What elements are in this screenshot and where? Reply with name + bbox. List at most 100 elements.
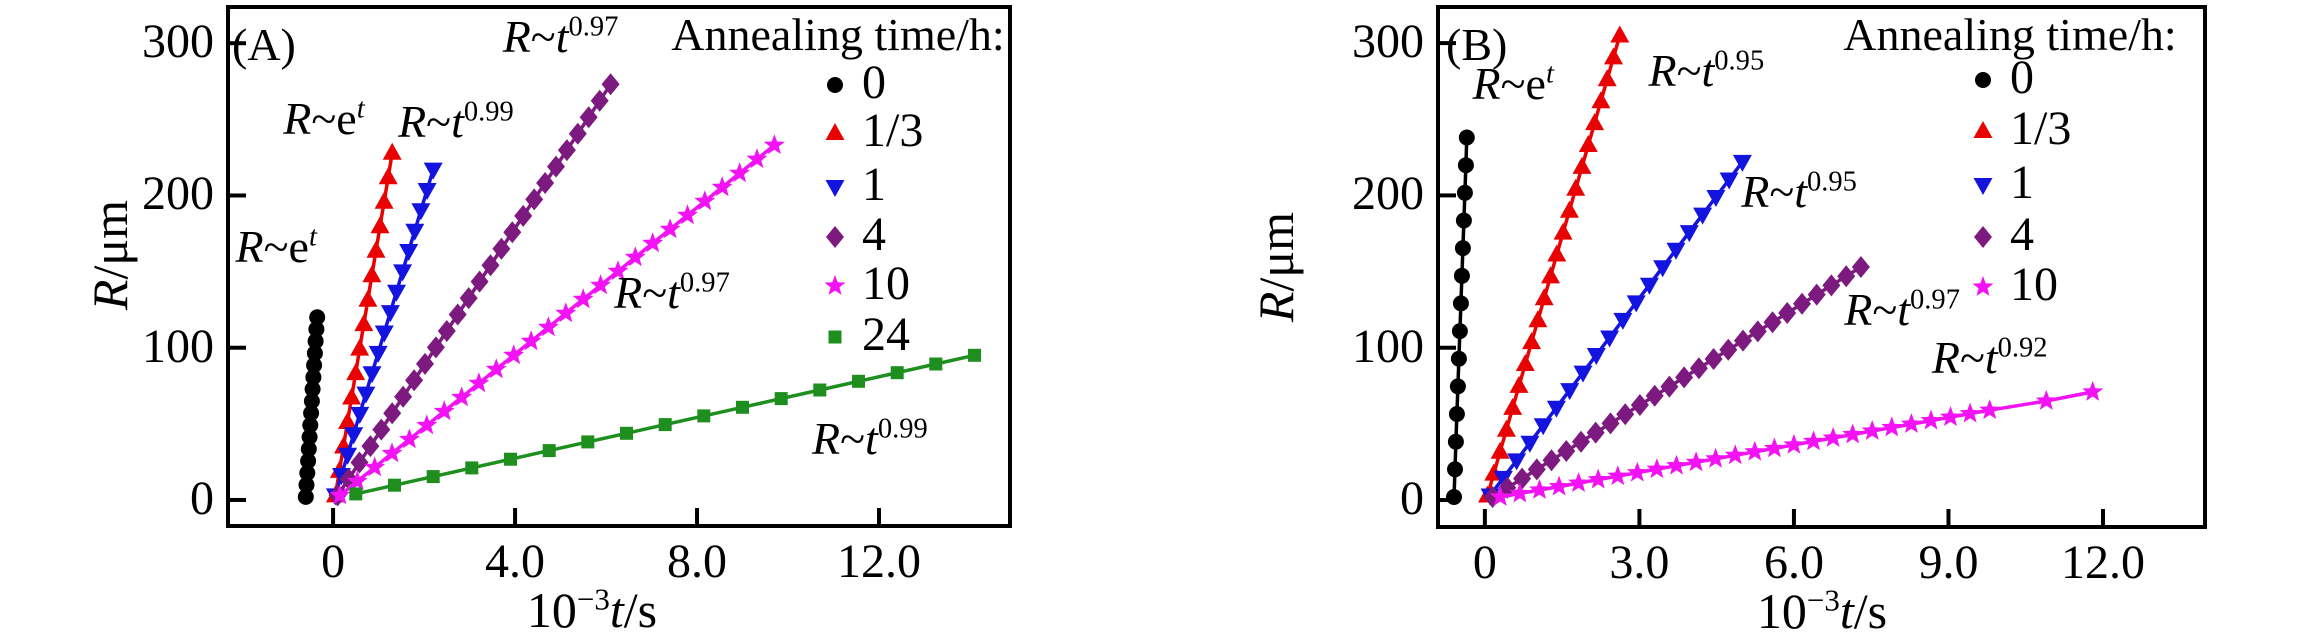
data-point-marker-diamond bbox=[383, 402, 402, 425]
data-point-marker-diamond bbox=[405, 369, 424, 392]
legend-marker-circle bbox=[827, 77, 843, 93]
x-tick-label: 8.0 bbox=[667, 535, 728, 588]
xlabel-base: 10 bbox=[1756, 583, 1807, 639]
data-point-marker-triangle-up bbox=[338, 412, 357, 429]
data-point-marker-diamond bbox=[1630, 394, 1649, 416]
legend-item-label: 1/3 bbox=[862, 104, 924, 157]
y-tick-label: 0 bbox=[190, 471, 214, 525]
data-point-marker-square bbox=[813, 383, 827, 397]
data-point-marker-triangle-down bbox=[1533, 418, 1553, 436]
data-point-marker-star bbox=[555, 302, 577, 323]
data-point-marker-star bbox=[1548, 475, 1570, 496]
data-point-marker-diamond bbox=[1660, 375, 1679, 398]
data-point-marker-triangle-up bbox=[1578, 135, 1598, 152]
data-point-marker-triangle-down bbox=[405, 223, 425, 241]
data-point-marker-diamond bbox=[536, 172, 555, 194]
data-point-marker-diamond bbox=[1793, 292, 1811, 315]
legend-item-label: 1 bbox=[2010, 156, 2034, 209]
data-point-marker-triangle-down bbox=[1653, 260, 1673, 278]
data-point-marker-star bbox=[451, 386, 473, 407]
data-point-marker-circle bbox=[302, 417, 319, 434]
y-tick-label: 300 bbox=[142, 15, 214, 69]
legend-marker-square bbox=[828, 330, 842, 344]
data-point-marker-triangle-down bbox=[1626, 295, 1646, 313]
data-point-marker-star bbox=[398, 428, 420, 449]
data-point-marker-diamond bbox=[525, 188, 544, 211]
data-point-marker-triangle-down bbox=[423, 162, 443, 180]
data-point-marker-diamond bbox=[503, 221, 522, 244]
data-point-marker-star bbox=[711, 176, 733, 197]
data-point-marker-triangle-up bbox=[1534, 288, 1554, 306]
data-point-marker-circle bbox=[1449, 378, 1466, 395]
data-point-marker-triangle-up bbox=[1585, 113, 1605, 131]
growth-law-annotation: R~t0.92 bbox=[1931, 332, 2048, 384]
y-tick-label: 0 bbox=[1400, 472, 1424, 526]
data-point-marker-diamond bbox=[547, 155, 565, 178]
data-point-marker-star bbox=[1972, 276, 1994, 296]
data-point-marker-star bbox=[746, 148, 768, 169]
data-point-marker-star bbox=[1744, 440, 1766, 461]
data-point-marker-triangle-up bbox=[354, 314, 374, 332]
data-point-marker-triangle-down bbox=[338, 447, 358, 465]
xlabel-variable: t bbox=[609, 582, 624, 638]
data-point-marker-triangle-down bbox=[1600, 330, 1620, 348]
legend-marker-star bbox=[824, 275, 846, 295]
data-point-marker-circle bbox=[1447, 433, 1464, 450]
data-point-marker-star bbox=[520, 330, 542, 351]
data-point-marker-triangle-up bbox=[378, 167, 398, 185]
data-point-marker-diamond bbox=[1542, 449, 1561, 472]
xlabel-suffix: /s bbox=[1853, 583, 1888, 639]
data-point-marker-triangle-up bbox=[1604, 47, 1623, 65]
data-point-marker-triangle-down bbox=[356, 386, 376, 404]
data-point-marker-star bbox=[1646, 458, 1668, 479]
data-point-marker-triangle-down bbox=[344, 427, 364, 445]
series-a-1 bbox=[325, 162, 443, 506]
data-point-marker-square bbox=[929, 357, 943, 371]
data-point-marker-star bbox=[1666, 454, 1687, 475]
data-point-marker-diamond bbox=[1689, 357, 1708, 380]
legend-marker-circle bbox=[1975, 72, 1991, 88]
data-point-marker-circle bbox=[1453, 267, 1470, 284]
y-tick-label: 300 bbox=[1352, 15, 1424, 69]
data-point-marker-diamond bbox=[470, 270, 489, 293]
data-point-marker-triangle-down bbox=[1706, 190, 1726, 207]
data-point-marker-circle bbox=[1457, 157, 1474, 174]
data-point-marker-star bbox=[1959, 402, 1981, 423]
data-point-marker-triangle-down bbox=[399, 244, 419, 261]
data-point-marker-star bbox=[1763, 437, 1785, 458]
data-point-marker-circle bbox=[297, 488, 314, 505]
data-point-marker-square bbox=[697, 409, 711, 423]
panel-label-a: (A) bbox=[232, 19, 296, 70]
data-point-marker-triangle-down bbox=[362, 366, 382, 384]
data-point-marker-star bbox=[824, 275, 846, 295]
data-point-marker-triangle-up bbox=[1566, 178, 1586, 196]
data-point-marker-triangle-down bbox=[417, 183, 437, 200]
data-point-marker-star bbox=[1724, 444, 1746, 465]
data-point-marker-star bbox=[677, 204, 698, 225]
data-point-marker-diamond bbox=[1778, 302, 1797, 324]
data-point-marker-star bbox=[624, 246, 646, 267]
data-point-marker-triangle-up bbox=[1522, 332, 1542, 350]
data-point-marker-triangle-down bbox=[1493, 470, 1513, 488]
panel-label-b: (B) bbox=[1446, 19, 1508, 70]
data-point-marker-triangle-down bbox=[1520, 435, 1540, 453]
growth-law-annotation: R~t0.95 bbox=[1648, 44, 1765, 96]
data-point-marker-circle bbox=[304, 381, 321, 398]
plot-border bbox=[1436, 5, 2207, 529]
legend-item-label: 4 bbox=[862, 208, 886, 261]
data-point-marker-star bbox=[590, 274, 612, 295]
x-axis-label-b: 10−3t/s bbox=[1756, 583, 1888, 639]
y-tick-label: 100 bbox=[1352, 319, 1424, 373]
data-point-marker-circle bbox=[1975, 72, 1991, 88]
data-point-marker-square bbox=[658, 418, 672, 432]
growth-law-annotation: R~t0.99 bbox=[812, 413, 928, 465]
data-point-marker-square bbox=[504, 452, 517, 466]
data-point-marker-star bbox=[1529, 479, 1550, 499]
data-point-marker-circle bbox=[308, 321, 325, 338]
data-point-marker-square bbox=[852, 374, 865, 388]
data-point-marker-square bbox=[620, 426, 633, 440]
x-tick-label: 6.0 bbox=[1763, 536, 1824, 589]
data-point-marker-circle bbox=[1455, 212, 1472, 229]
y-axis-label-b: R/μm bbox=[1248, 212, 1304, 322]
